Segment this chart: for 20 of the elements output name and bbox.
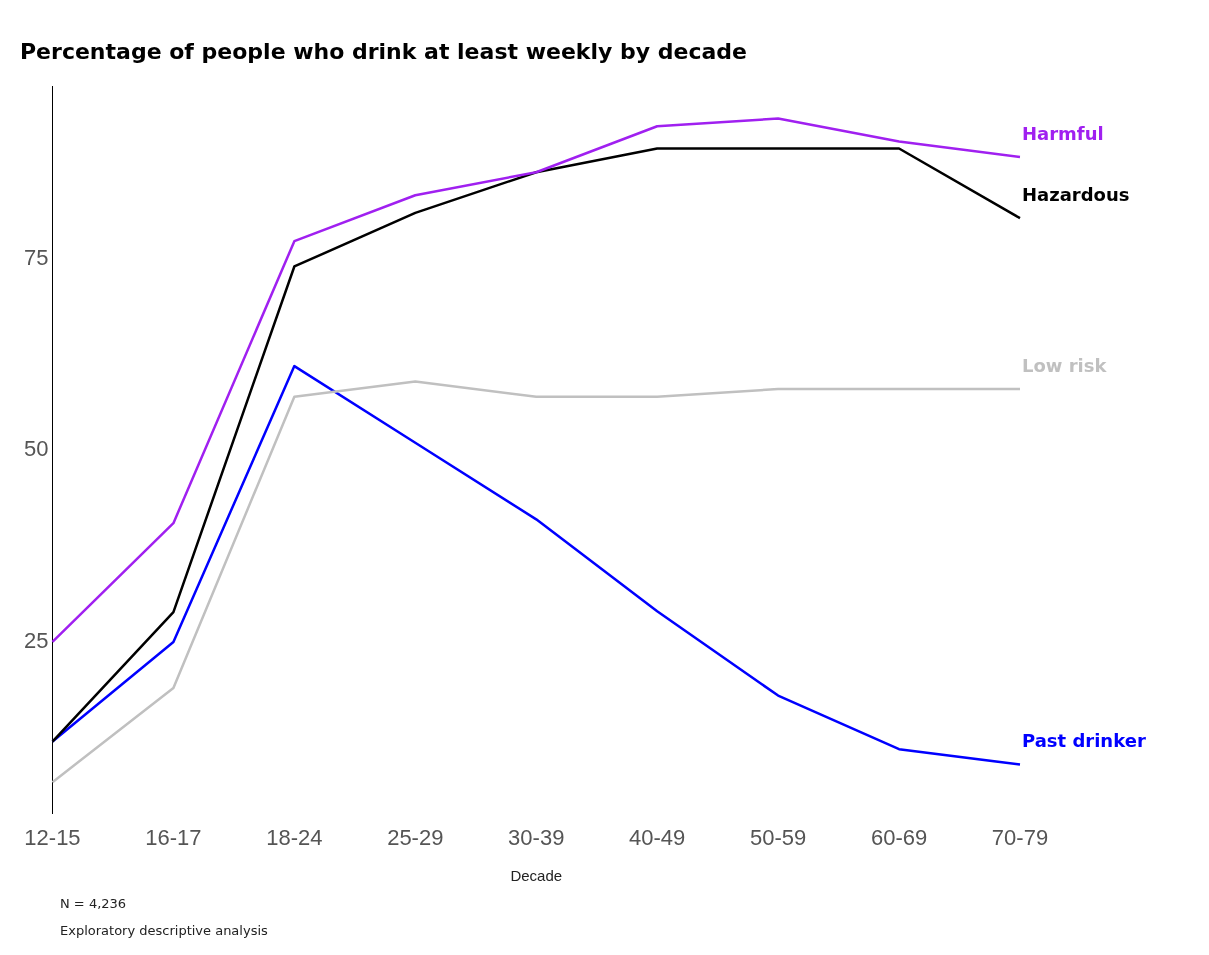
- series-label: Past drinker: [1022, 730, 1146, 752]
- text: Exploratory descriptive analysis: [60, 923, 268, 938]
- text: N = 4,236: [60, 896, 128, 911]
- y-tick-label: 25: [23, 628, 49, 654]
- y-tick-label: 50: [23, 436, 49, 462]
- x-tick-label: 30-39: [508, 824, 565, 850]
- x-tick-label: 70-79: [991, 824, 1049, 850]
- x-axis-title: Decade: [510, 867, 563, 885]
- series-label: Hazardous: [1022, 183, 1130, 205]
- x-tick-label: 12-15: [24, 824, 81, 850]
- x-tick-label: 60-69: [870, 824, 928, 850]
- chart-title: Percentage of people who drink at least weekly by decade: [20, 38, 747, 64]
- series-label: Low risk: [1022, 354, 1108, 376]
- x-tick-label: 40-49: [629, 824, 686, 850]
- x-tick-label: 18-24: [266, 824, 323, 850]
- x-tick-label: 25-29: [387, 824, 444, 850]
- x-tick-label: 16-17: [145, 824, 202, 850]
- x-tick-label: 50-59: [749, 824, 807, 850]
- series-label: Harmful: [1022, 122, 1104, 144]
- y-tick-label: 75: [23, 244, 49, 270]
